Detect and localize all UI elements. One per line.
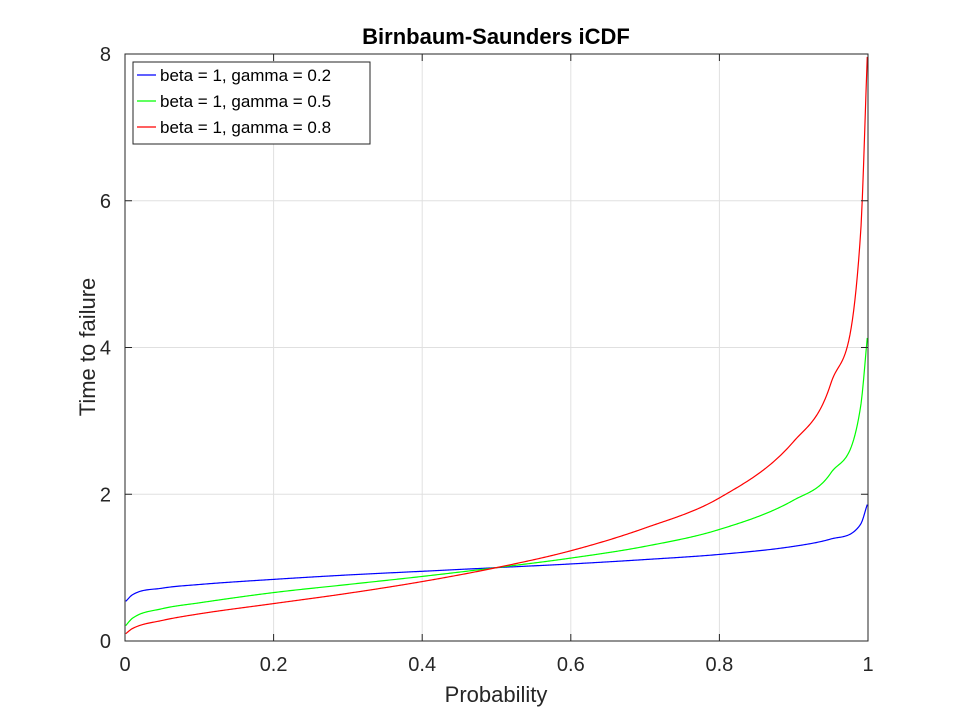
y-tick-label: 0 xyxy=(100,631,111,653)
x-tick-label: 0.4 xyxy=(408,654,436,676)
y-tick-label: 2 xyxy=(100,484,111,506)
x-tick-label: 0.2 xyxy=(260,654,288,676)
series-lines xyxy=(125,56,868,635)
legend-entry-2: beta = 1, gamma = 0.5 xyxy=(160,92,331,111)
legend[interactable]: beta = 1, gamma = 0.2 beta = 1, gamma = 0… xyxy=(132,61,371,145)
x-axis-title: Probability xyxy=(445,682,548,707)
x-tick-label: 0.6 xyxy=(557,654,585,676)
legend-box xyxy=(132,61,371,145)
legend-entry-3: beta = 1, gamma = 0.8 xyxy=(160,118,331,137)
x-tick-label: 1 xyxy=(862,654,873,676)
y-tick-label: 4 xyxy=(100,338,111,360)
axes xyxy=(124,53,869,642)
x-tick-label: 0 xyxy=(119,654,130,676)
tick-labels: 0 0.2 0.4 0.6 0.8 1 0 2 4 6 8 xyxy=(100,44,874,676)
y-tick-label: 8 xyxy=(100,44,111,66)
legend-entry-1: beta = 1, gamma = 0.2 xyxy=(160,66,331,85)
y-tick-label: 6 xyxy=(100,191,111,213)
chart-title: Birnbaum-Saunders iCDF xyxy=(362,24,630,49)
x-tick-label: 0.8 xyxy=(705,654,733,676)
y-axis-title: Time to failure xyxy=(75,278,100,417)
series-line-3 xyxy=(125,56,868,635)
